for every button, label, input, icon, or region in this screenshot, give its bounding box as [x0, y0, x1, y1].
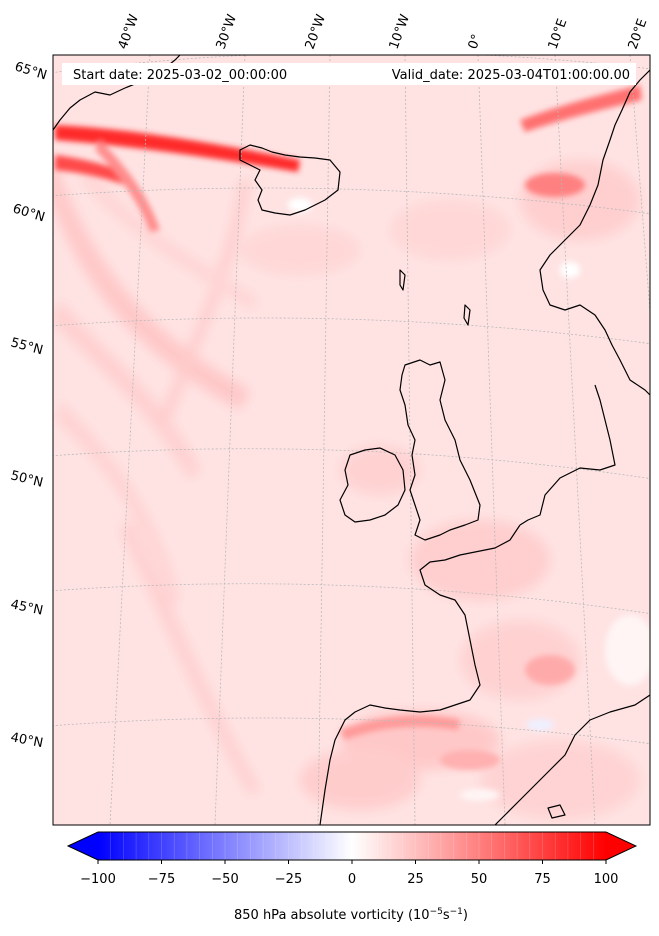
colorbar-label-mid: s [443, 908, 450, 923]
lon-label-30w: 30°W [214, 12, 240, 51]
denmark-coast [519, 384, 616, 526]
graticule [53, 55, 650, 825]
colorbar-levels [110, 832, 594, 860]
colorbar-min-extend [68, 832, 98, 860]
header-box [62, 63, 636, 85]
iceland-coast [239, 144, 341, 216]
colorbar-label: 850 hPa absolute vorticity (10−5s−1) [234, 907, 468, 923]
france-coast [319, 524, 521, 825]
norway-coast [539, 69, 650, 396]
colorbar-label-main: 850 hPa absolute vorticity (10 [234, 908, 430, 923]
colorbar-tick-label: 50 [471, 872, 488, 887]
colorbar-tick-label: −25 [275, 872, 302, 887]
colorbar-tick-label: −50 [211, 872, 238, 887]
lat-label-45n: 45°N [9, 597, 44, 618]
colorbar-tick-label: 75 [534, 872, 551, 887]
colorbar: −100 −75 −50 −25 0 25 50 75 100 850 hPa absolute… [66, 831, 638, 923]
valid-date-label: Valid_date: 2025-03-04T01:00:00.00 [392, 68, 630, 83]
orkney-coast [463, 304, 471, 326]
latitude-labels: 65°N 60°N 55°N 50°N 45°N 40°N [9, 59, 49, 751]
ireland-coast [339, 447, 406, 523]
lat-label-65n: 65°N [13, 59, 49, 83]
colorbar-tick-label: 0 [348, 872, 356, 887]
colorbar-tick-label: 100 [594, 872, 619, 887]
colorbar-label-exp2: −1 [450, 907, 463, 917]
lat-label-60n: 60°N [11, 201, 47, 225]
lon-label-10e: 10°E [546, 17, 571, 52]
colorbar-max-extend [606, 832, 636, 860]
shetland-coast [399, 269, 406, 291]
vorticity-field [53, 85, 650, 820]
colorbar-label-exp1: −5 [430, 907, 443, 917]
lon-label-20w: 20°W [303, 12, 329, 51]
longitude-labels: 40°W 30°W 20°W 10°W 0° 10°E 20°E [116, 12, 651, 51]
iberia-east-coast [494, 694, 650, 825]
colorbar-tick-label: −75 [148, 872, 175, 887]
lon-label-40w: 40°W [116, 12, 142, 51]
lat-label-40n: 40°N [9, 730, 44, 751]
map-frame [52, 54, 651, 826]
lon-label-0: 0° [466, 32, 485, 51]
lon-label-10w: 10°W [387, 12, 413, 51]
map-panel [53, 55, 650, 825]
colorbar-gradient [98, 832, 606, 860]
colorbar-ticks: −100 −75 −50 −25 0 25 50 75 100 [80, 860, 618, 887]
lat-label-55n: 55°N [9, 335, 45, 358]
colorbar-tick-label: 25 [407, 872, 424, 887]
start-date-label: Start date: 2025-03-02_00:00:00 [73, 68, 287, 83]
britain-coast [399, 359, 481, 541]
lat-label-50n: 50°N [9, 468, 44, 490]
lon-label-20e: 20°E [626, 17, 651, 52]
balearic-coast [547, 804, 566, 819]
colorbar-tick-label: −100 [80, 872, 116, 887]
colorbar-label-end: ) [463, 908, 468, 923]
